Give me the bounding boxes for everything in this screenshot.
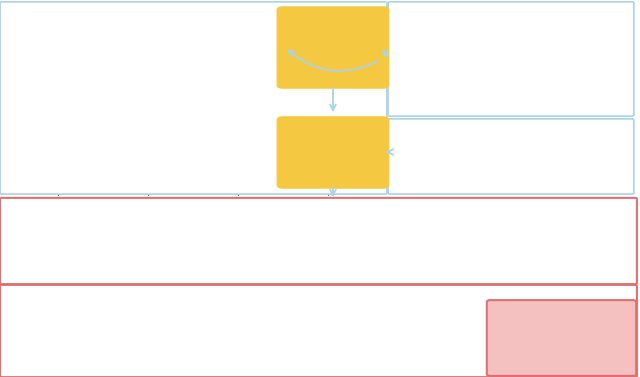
Bar [26,70,58,190]
Bar [207,32,238,190]
Text: 15.8: 15.8 [501,343,530,356]
Text: DePlot: DePlot [300,38,367,57]
Bar [297,28,328,190]
Text: two numbers in the MatCha row and divide by 2: 89.0+38.0=127.0/2=63.5. We subtra: two numbers in the MatCha row and divide… [8,253,510,262]
Text: FlanPaLM: Let’s find the average of DePlot across the two sets. We add the two n: FlanPaLM: Let’s find the average of DePl… [8,206,534,215]
Text: matcha_human_set = 38.0: matcha_human_set = 38.0 [8,348,120,357]
FancyBboxPatch shape [53,249,168,266]
Text: ans = (deplot_augmented_set - matcha_augmented_set + deplot_human_set - matcha_h: ans = (deplot_augmented_set - matcha_aug… [8,361,461,370]
X-axis label: models: models [176,211,210,221]
FancyBboxPatch shape [108,201,278,218]
Text: matcha_augmented_set = 89.0: matcha_augmented_set = 89.0 [8,334,140,343]
Text: Codex: # DePlot is on row 4, the second strongest is on row 3.: Codex: # DePlot is on row 4, the second … [8,294,310,303]
Text: Row 2: Pix2Struct   |82.9         |30.4: Row 2: Pix2Struct |82.9 |30.4 [397,59,578,68]
Legend: augmented-set, human-set: augmented-set, human-set [128,15,258,27]
FancyBboxPatch shape [149,265,236,282]
Text: 67.60: 67.60 [336,77,352,82]
Text: row with the second highest average: Row 3. We find the average of MatCha across: row with the second highest average: Row… [8,238,520,247]
FancyBboxPatch shape [5,360,425,376]
Text: 91.00: 91.00 [305,35,321,40]
Text: 15.8: 15.8 [236,269,255,278]
Text: Row 3: MatCha       |89.0         |38.0: Row 3: MatCha |89.0 |38.0 [397,82,578,91]
Text: Python compiler output:: Python compiler output: [501,314,625,323]
Text: deplot_human_set = 67.6: deplot_human_set = 67.6 [8,321,120,330]
Text: Question: On average across the two sets,
by how much does DePlot outperform the: Question: On average across the two sets… [400,126,617,161]
Text: divide by 2: 91.0+67.6=158.6/2=79.3. Let’s find the second strongest model acros: divide by 2: 91.0+67.6=158.6/2=79.3. Let… [8,222,530,231]
FancyBboxPatch shape [52,217,171,234]
Bar [328,70,360,190]
Text: Row 4: DePlot       |91.0         |67.6: Row 4: DePlot |91.0 |67.6 [397,106,578,115]
Text: Header: models       |augmented-set|human-set: Header: models |augmented-set|human-set [397,12,606,21]
Text: deplot_augmented_set = 91.0: deplot_augmented_set = 91.0 [8,308,140,316]
Bar [58,150,89,190]
FancyBboxPatch shape [226,233,389,250]
Bar [238,123,269,190]
Text: LLM: LLM [313,139,353,158]
Bar [148,136,179,190]
Text: Row 1: VisionTapas  |67.2         |22.2: Row 1: VisionTapas |67.2 |22.2 [397,36,578,45]
Text: average from the strongest average: 79.3-63.5=15.8. The answer is 15.8.: average from the strongest average: 79.3… [8,269,355,278]
Bar [116,43,148,190]
Text: DePlot vs. baselines on ChartQA: DePlot vs. baselines on ChartQA [8,2,154,11]
